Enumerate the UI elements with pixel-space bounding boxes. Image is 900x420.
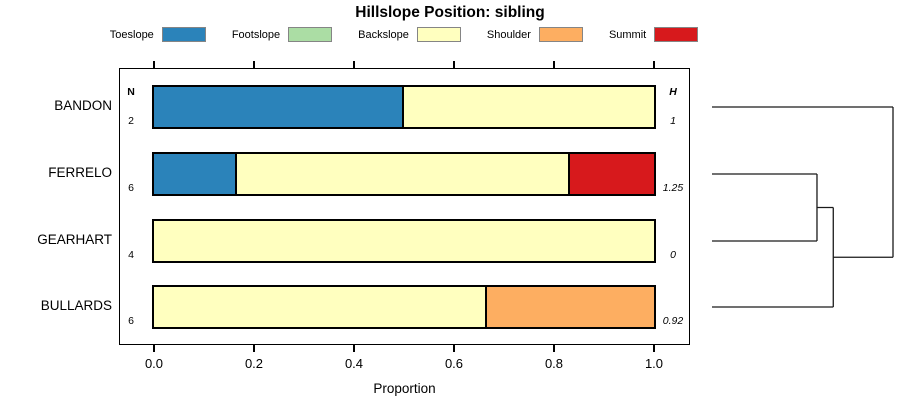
bar-segment-summit	[570, 154, 654, 194]
h-column-header: H	[669, 86, 677, 98]
legend-item-footslope: Footslope	[231, 27, 333, 42]
axis-tick-bottom	[653, 345, 655, 352]
bar-segment-backslope	[154, 221, 654, 261]
axis-tick-top	[153, 61, 155, 68]
bar-ferrelo	[152, 152, 656, 196]
bar-segment-backslope	[154, 287, 487, 327]
legend-swatch-shoulder	[538, 27, 583, 42]
bar-segment-backslope	[404, 87, 654, 127]
axis-tick-bottom	[153, 345, 155, 352]
axis-tick-top	[553, 61, 555, 68]
legend-swatch-toeslope	[161, 27, 206, 42]
h-value-ferrelo: 1.25	[662, 182, 684, 194]
axis-tick-bottom	[253, 345, 255, 352]
bar-gearhart	[152, 219, 656, 263]
axis-tick-top	[253, 61, 255, 68]
legend: Toeslope Footslope Backslope Shoulder Summit	[0, 27, 808, 42]
bar-segment-shoulder	[487, 287, 654, 327]
n-value-gearhart: 4	[128, 249, 134, 261]
legend-swatch-footslope	[288, 27, 333, 42]
n-value-bullards: 6	[128, 315, 134, 327]
axis-tick-bottom	[353, 345, 355, 352]
n-value-ferrelo: 6	[128, 182, 134, 194]
row-label-bullards: BULLARDS	[40, 298, 112, 313]
legend-label: Toeslope	[109, 28, 154, 41]
row-label-bandon: BANDON	[54, 98, 112, 113]
n-column-header: N	[127, 86, 135, 98]
legend-item-backslope: Backslope	[358, 27, 461, 42]
axis-tick-label: 0.4	[344, 356, 364, 371]
axis-tick-label: 0.8	[544, 356, 564, 371]
legend-item-toeslope: Toeslope	[110, 27, 206, 42]
n-value-bandon: 2	[128, 115, 134, 127]
axis-tick-label: 1.0	[644, 356, 664, 371]
axis-tick-label: 0.0	[144, 356, 164, 371]
legend-swatch-backslope	[416, 27, 461, 42]
legend-item-shoulder: Shoulder	[487, 27, 583, 42]
axis-tick-top	[653, 61, 655, 68]
plot-frame	[119, 68, 690, 345]
legend-label: Footslope	[231, 28, 281, 41]
row-label-ferrelo: FERRELO	[48, 165, 112, 180]
legend-label: Summit	[608, 28, 647, 41]
axis-tick-label: 0.6	[444, 356, 464, 371]
row-label-gearhart: GEARHART	[37, 232, 112, 247]
bar-segment-toeslope	[154, 154, 237, 194]
legend-label: Backslope	[358, 28, 409, 41]
legend-swatch-summit	[654, 27, 699, 42]
h-value-bandon: 1	[670, 115, 676, 127]
chart-title: Hillslope Position: sibling	[355, 4, 545, 21]
legend-label: Shoulder	[486, 28, 531, 41]
bar-segment-toeslope	[154, 87, 404, 127]
x-axis-label: Proportion	[373, 381, 436, 396]
axis-tick-top	[353, 61, 355, 68]
h-value-bullards: 0.92	[662, 315, 684, 327]
axis-tick-bottom	[453, 345, 455, 352]
axis-tick-top	[453, 61, 455, 68]
h-value-gearhart: 0	[670, 249, 676, 261]
bar-segment-backslope	[237, 154, 570, 194]
bar-bandon	[152, 85, 656, 129]
legend-item-summit: Summit	[608, 27, 699, 42]
bar-bullards	[152, 285, 656, 329]
axis-tick-bottom	[553, 345, 555, 352]
axis-tick-label: 0.2	[244, 356, 264, 371]
